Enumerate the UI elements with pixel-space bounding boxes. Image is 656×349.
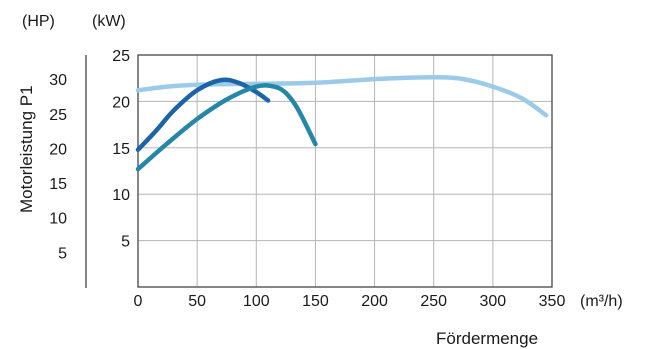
- x-tick-100: 100: [243, 293, 270, 310]
- series-line-1: [135, 75, 549, 118]
- kw-tick-25: 25: [112, 48, 130, 65]
- y-axis-title: Motorleistung P1: [17, 85, 36, 213]
- x-tick-350: 350: [539, 293, 566, 310]
- x-tick-250: 250: [420, 293, 447, 310]
- hp-tick-15: 15: [49, 176, 67, 193]
- kw-tick-10: 10: [112, 187, 130, 204]
- x-tick-300: 300: [480, 293, 507, 310]
- hp-tick-25: 25: [49, 107, 67, 124]
- x-axis-title: Fördermenge: [436, 329, 538, 348]
- hp-tick-20: 20: [49, 141, 67, 158]
- kw-unit-label: (kW): [92, 13, 126, 30]
- x-unit-label: (m³/h): [580, 293, 623, 310]
- x-tick-200: 200: [361, 293, 388, 310]
- series-line-3: [135, 83, 318, 172]
- hp-tick-30: 30: [49, 72, 67, 89]
- tick-label-layer: 0 50 100 150 200 250 300 350 5 10 15 20 25 5 10 15 20 25 3…: [49, 48, 565, 310]
- hp-tick-5: 5: [58, 245, 67, 262]
- hp-unit-label: (HP): [22, 13, 55, 30]
- series-line-2: [135, 77, 271, 152]
- hp-tick-10: 10: [49, 211, 67, 228]
- x-tick-0: 0: [134, 293, 143, 310]
- x-tick-150: 150: [302, 293, 329, 310]
- kw-tick-20: 20: [112, 94, 130, 111]
- kw-tick-15: 15: [112, 141, 130, 158]
- curve-layer: [135, 75, 549, 172]
- kw-tick-5: 5: [121, 234, 130, 251]
- x-tick-50: 50: [188, 293, 206, 310]
